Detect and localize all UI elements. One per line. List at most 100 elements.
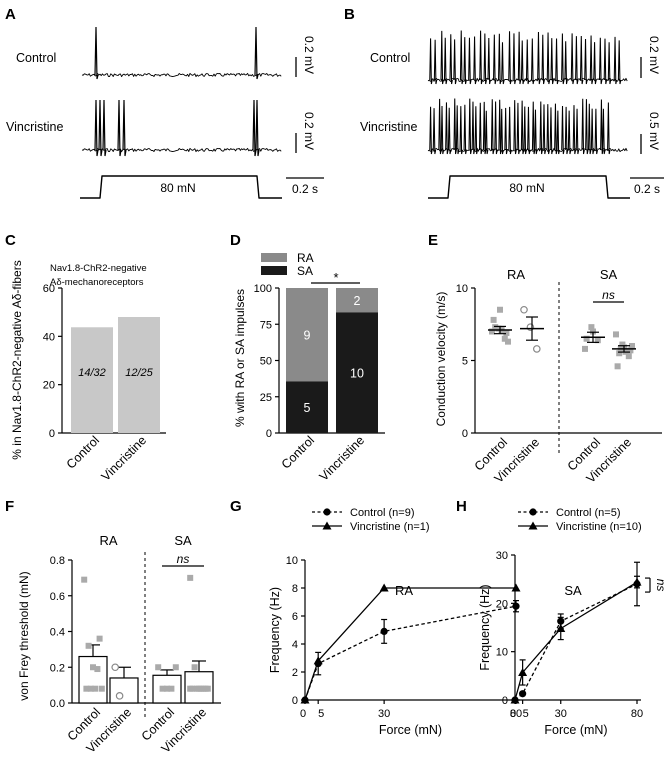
panel-f-y-tick-label: 0.6 <box>50 591 65 603</box>
panel-d-y-tick-label: 100 <box>254 283 272 295</box>
vincristine-trace-b-spike <box>432 108 437 155</box>
data-point-e <box>526 323 535 331</box>
legend-swatch-sa <box>261 266 287 275</box>
data-point-f <box>159 685 166 692</box>
trace-label-control-b: Control <box>370 51 410 65</box>
data-point-e <box>594 337 601 344</box>
panel-f-y-tick-label: 0.8 <box>50 555 65 567</box>
control-trace-b-spike <box>537 31 541 85</box>
vincristine-trace-b-spike <box>447 107 452 155</box>
legend-swatch-ra <box>261 253 287 262</box>
data-point-e <box>625 353 632 360</box>
bar-count-sa: 5 <box>304 401 311 415</box>
control-trace-b-spike <box>473 36 477 85</box>
control-trace-b-spike <box>520 40 525 85</box>
panel-g-x-tick-label: 0 <box>300 708 306 720</box>
panel-g-x-label: Force (mN) <box>379 723 442 737</box>
panel-h-y-tick-label: 10 <box>496 647 508 659</box>
panel-c-title-line2: Aδ-mechanoreceptors <box>50 277 144 288</box>
data-point-f <box>115 692 124 700</box>
data-point-e <box>492 324 499 331</box>
control-trace-b-spike <box>546 32 551 85</box>
control-trace-b-spike <box>479 30 483 85</box>
data-point-f <box>164 685 170 692</box>
panel-g-title: RA <box>395 583 413 598</box>
data-point-f <box>198 685 205 692</box>
time-scale-label-a: 0.2 s <box>292 182 318 196</box>
data-point-h <box>518 667 528 676</box>
group-label-ra-f: RA <box>99 533 117 548</box>
data-point-f <box>191 664 198 671</box>
bar-sa-control <box>286 381 328 433</box>
legend-label-g: Vincristine (n=1) <box>350 521 430 533</box>
data-point-e <box>590 328 596 335</box>
vincristine-trace-b-spike <box>498 99 502 155</box>
stimulus-step-b <box>428 175 630 199</box>
data-point-e <box>627 347 634 354</box>
panel-e-y-label: Conduction velocity (m/s) <box>434 292 448 427</box>
data-point-f <box>92 685 99 692</box>
trace-label-vincristine-b: Vincristine <box>360 120 417 134</box>
data-point-g <box>313 656 323 665</box>
vincristine-trace-b-spike <box>590 108 595 155</box>
panel-h-x-label: Force (mN) <box>544 723 607 737</box>
panel-d-y-tick-label: 0 <box>266 428 272 440</box>
panel-e-y-tick-label: 0 <box>462 428 468 440</box>
control-trace-b-spike <box>459 30 464 85</box>
control-trace-b-spike <box>468 37 472 85</box>
panel-c-y-tick-label: 20 <box>43 380 55 392</box>
panel-g-y-tick-label: 0 <box>292 695 298 707</box>
control-trace-b-spike <box>550 38 554 85</box>
control-trace-b-spike <box>443 37 448 85</box>
data-point-f <box>96 635 103 642</box>
bar-count-label: 12/25 <box>125 367 153 379</box>
panel-label-f: F <box>5 498 14 515</box>
vincristine-trace-b-spike <box>531 101 536 155</box>
vincristine-trace-b-spike <box>478 102 483 155</box>
vincristine-trace-b-spike <box>600 99 604 155</box>
control-trace-b-spike <box>555 38 559 85</box>
bar-count-sa: 10 <box>350 367 364 381</box>
bar-vincristine-c <box>118 317 160 433</box>
control-trace-b-spike <box>487 37 491 85</box>
control-trace-b-spike <box>440 30 444 85</box>
legend-label-h: Vincristine (n=10) <box>556 521 642 533</box>
panel-h-title: SA <box>564 583 582 598</box>
control-trace-a-spike <box>254 26 259 80</box>
vincristine-trace-b-spike <box>556 110 560 155</box>
panel-g-y-tick-label: 4 <box>292 639 298 651</box>
control-trace-b-spike <box>564 41 568 85</box>
data-point-e <box>616 350 623 357</box>
control-trace-b-spike <box>463 37 467 85</box>
vincristine-trace-b-spike <box>527 106 531 155</box>
vincristine-trace-b-spike <box>459 106 463 155</box>
bar-ra-control <box>286 288 328 382</box>
vincristine-trace-b-spike <box>523 106 527 155</box>
vincristine-trace-b-spike <box>474 106 478 155</box>
vincristine-trace-b-spike <box>440 106 445 155</box>
data-point-f <box>98 685 105 692</box>
series-line-h <box>514 583 638 701</box>
panel-e-y-tick-label: 5 <box>462 356 468 368</box>
vincristine-trace-a-spike <box>117 99 122 157</box>
bar-count-label: 14/32 <box>78 367 106 379</box>
panel-f-y-label: von Frey threshold (mN) <box>17 571 31 700</box>
control-trace-b-spike <box>525 39 530 85</box>
control-trace-b-spike <box>579 35 584 85</box>
vincristine-trace-b-spike <box>500 108 504 155</box>
voltage-scale-label-b2: 0.5 mV <box>647 112 661 150</box>
panel-h-y-label: Frequency (Hz) <box>478 584 492 670</box>
legend-label-h: Control (n=5) <box>556 507 621 519</box>
data-point-e <box>520 305 528 314</box>
panel-label-c: C <box>5 232 16 249</box>
vincristine-trace-b-spike <box>539 101 543 155</box>
stimulus-label-b: 80 mN <box>509 181 544 195</box>
control-trace-b-spike <box>501 42 505 85</box>
data-point-e <box>501 335 508 342</box>
vincristine-trace-b-spike <box>581 98 585 155</box>
data-point-f <box>87 685 94 692</box>
series-line-g <box>304 587 516 701</box>
data-point-f <box>193 685 200 692</box>
vincristine-trace-b-spike <box>513 100 517 155</box>
